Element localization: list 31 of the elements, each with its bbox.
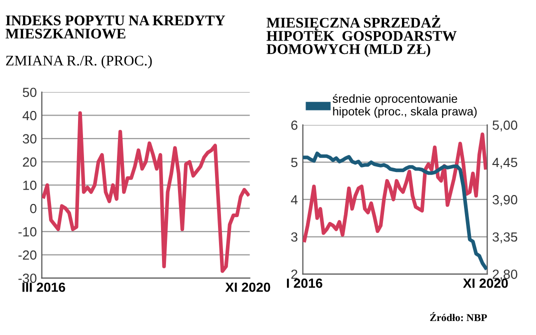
y2-tick-label: 4,45: [492, 158, 518, 169]
y-tick-label: 2: [291, 270, 298, 279]
y-tick-label: 3: [291, 232, 298, 242]
text: Źródło: NBP: [430, 312, 487, 322]
legend-label: średnie oprocentowanie hipotek (proc., skala prawa): [332, 94, 477, 118]
y-tick-label: -10: [18, 227, 36, 236]
line-series: [42, 111, 250, 273]
y-tick-label: 40: [22, 110, 36, 120]
y-tick-label: -30: [18, 274, 36, 283]
chart-title: MIESIĘCZNA SPRZEDAŻ HIPOTEK GOSPODARSTW DOMOWYCH (MLD ZŁ): [266, 15, 457, 58]
x-tick-label: XI 2020: [225, 282, 270, 292]
y-tick-label: 50: [22, 88, 36, 98]
y2-tick-label: 3,90: [492, 195, 518, 206]
y-tick-label: -20: [18, 250, 36, 260]
y2-tick-label: 5,00: [492, 120, 518, 132]
y2-tick-label: 3,35: [492, 232, 518, 244]
y2-tick-label: 2,80: [492, 270, 518, 280]
y-tick-label: 6: [291, 120, 298, 130]
y-tick-label: 0: [30, 204, 36, 214]
x-tick-label: I 2016: [286, 278, 322, 288]
x-tick-label: XI 2020: [463, 278, 508, 288]
y-tick-label: 30: [22, 134, 36, 144]
y-tick-label: 4: [290, 195, 298, 204]
line-series: [302, 152, 488, 270]
x-tick-label: III 2016: [22, 282, 66, 292]
chart-subtitle: ZMIANA R./R. (PROC.): [6, 55, 152, 68]
chart-title: INDEKS POPYTU NA KREDYTY MIESZKANIOWE: [6, 16, 226, 39]
line-series: [302, 132, 488, 242]
y-tick-label: 10: [23, 180, 36, 190]
y-tick-label: 5: [291, 158, 298, 168]
y-tick-label: 20: [22, 157, 36, 167]
